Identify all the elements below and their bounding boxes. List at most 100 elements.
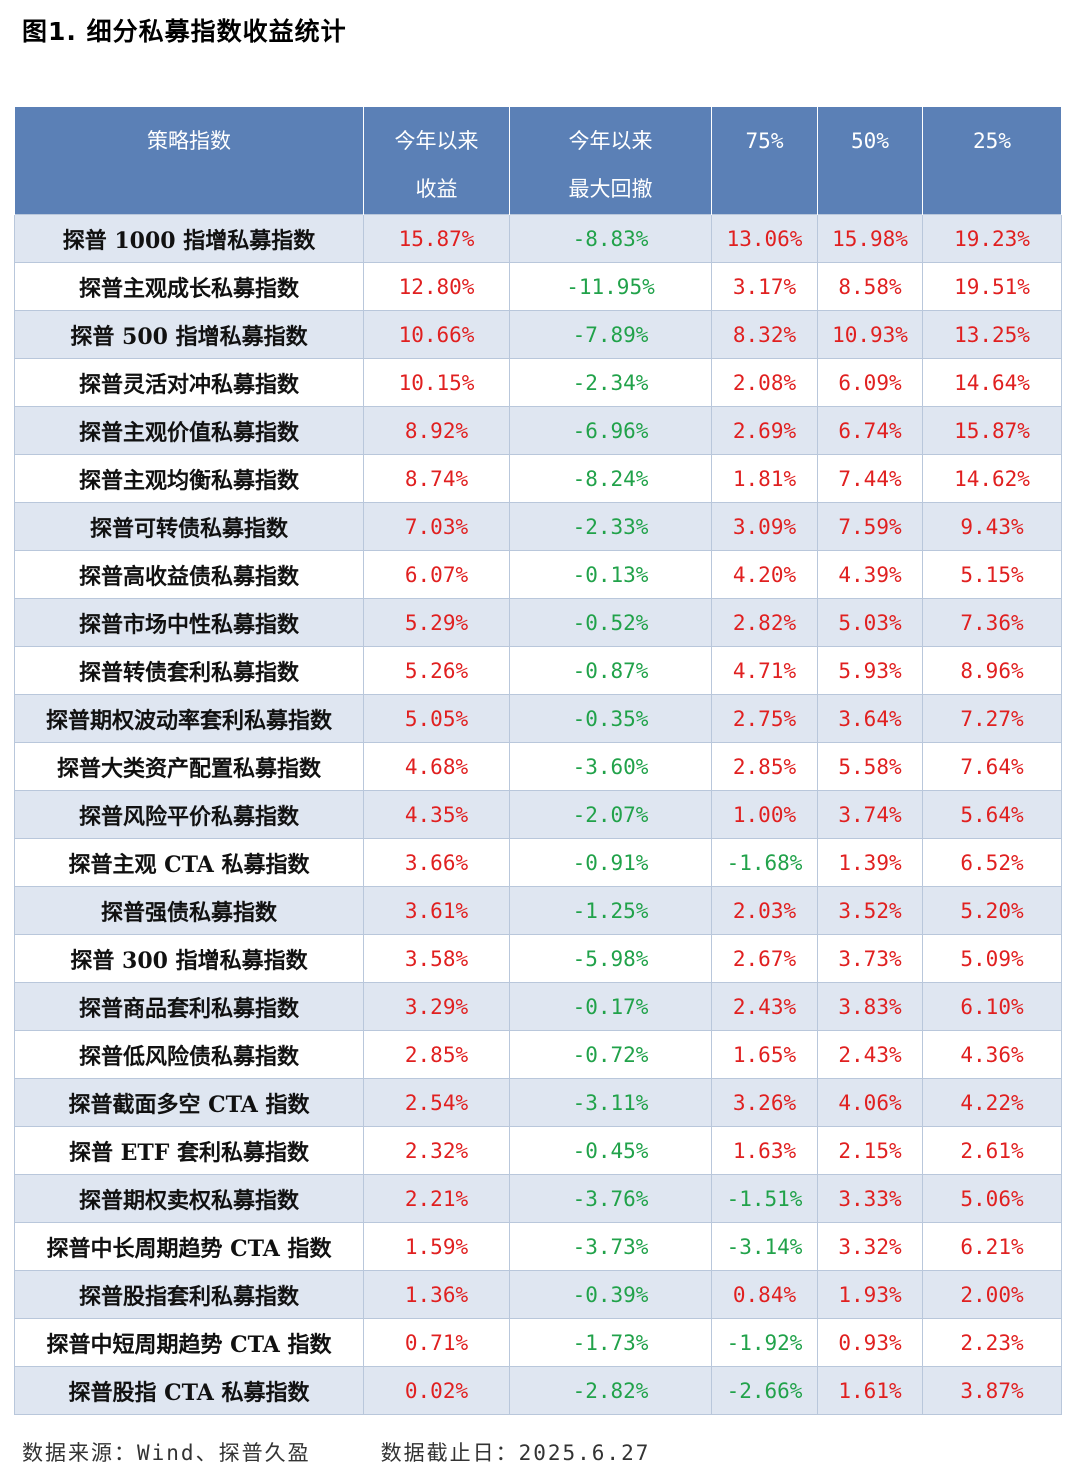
p75-cell: -1.51% — [711, 1174, 818, 1223]
p50-cell: 3.52% — [817, 886, 923, 935]
ytd-cell: 6.07% — [363, 550, 510, 599]
p50-cell: 8.58% — [817, 262, 923, 311]
table-row: 探普市场中性私募指数 5.29% -0.52% 2.82% 5.03% 7.36% — [14, 598, 1062, 647]
p50-cell: 7.59% — [817, 502, 923, 551]
p50-cell: 1.39% — [817, 838, 923, 887]
p75-cell: 13.06% — [711, 214, 818, 263]
ytd-cell: 2.85% — [363, 1030, 510, 1079]
strategy-name-cell: 探普转债套利私募指数 — [14, 646, 364, 695]
strategy-name-cell: 探普期权卖权私募指数 — [14, 1174, 364, 1223]
strategy-name-cell: 探普股指套利私募指数 — [14, 1270, 364, 1319]
p50-cell: 3.73% — [817, 934, 923, 983]
p75-cell: -1.92% — [711, 1318, 818, 1367]
strategy-name-cell: 探普中长周期趋势 CTA 指数 — [14, 1222, 364, 1271]
p25-cell: 5.09% — [922, 934, 1062, 983]
p75-cell: 3.09% — [711, 502, 818, 551]
p75-cell: 2.75% — [711, 694, 818, 743]
p25-cell: 2.23% — [922, 1318, 1062, 1367]
ytd-cell: 0.02% — [363, 1366, 510, 1415]
p50-cell: 4.39% — [817, 550, 923, 599]
table-row: 探普转债套利私募指数 5.26% -0.87% 4.71% 5.93% 8.96% — [14, 646, 1062, 695]
p50-cell: 3.33% — [817, 1174, 923, 1223]
p75-cell: 4.71% — [711, 646, 818, 695]
p25-cell: 14.62% — [922, 454, 1062, 503]
ytd-cell: 1.59% — [363, 1222, 510, 1271]
p25-cell: 5.64% — [922, 790, 1062, 839]
ytd-cell: 10.15% — [363, 358, 510, 407]
mdd-cell: -7.89% — [509, 310, 712, 359]
p75-cell: -2.66% — [711, 1366, 818, 1415]
header-p25: 25% — [922, 107, 1062, 215]
p25-cell: 4.22% — [922, 1078, 1062, 1127]
table-row: 探普强债私募指数 3.61% -1.25% 2.03% 3.52% 5.20% — [14, 886, 1062, 935]
table-row: 探普股指套利私募指数 1.36% -0.39% 0.84% 1.93% 2.00% — [14, 1270, 1062, 1319]
p50-cell: 6.09% — [817, 358, 923, 407]
ytd-cell: 3.29% — [363, 982, 510, 1031]
p50-cell: 5.03% — [817, 598, 923, 647]
p50-cell: 7.44% — [817, 454, 923, 503]
p75-cell: 1.63% — [711, 1126, 818, 1175]
table-row: 探普大类资产配置私募指数 4.68% -3.60% 2.85% 5.58% 7.64% — [14, 742, 1062, 791]
header-strategy-index: 策略指数 — [14, 107, 364, 215]
table-row: 探普主观 CTA 私募指数 3.66% -0.91% -1.68% 1.39% 6.52% — [14, 838, 1062, 887]
mdd-cell: -0.91% — [509, 838, 712, 887]
mdd-cell: -2.82% — [509, 1366, 712, 1415]
p75-cell: 2.69% — [711, 406, 818, 455]
ytd-cell: 3.58% — [363, 934, 510, 983]
p75-cell: 1.00% — [711, 790, 818, 839]
ytd-cell: 2.32% — [363, 1126, 510, 1175]
strategy-name-cell: 探普可转债私募指数 — [14, 502, 364, 551]
ytd-cell: 5.29% — [363, 598, 510, 647]
footer: 数据来源：Wind、探普久盈 数据截止日：2025.6.27 — [22, 1437, 650, 1467]
ytd-cell: 15.87% — [363, 214, 510, 263]
table-row: 探普高收益债私募指数 6.07% -0.13% 4.20% 4.39% 5.15% — [14, 550, 1062, 599]
p50-cell: 3.74% — [817, 790, 923, 839]
p25-cell: 14.64% — [922, 358, 1062, 407]
table-header-row: 策略指数 今年以来 收益 今年以来 最大回撤 75% 50% 25% — [14, 107, 1062, 215]
p25-cell: 13.25% — [922, 310, 1062, 359]
mdd-cell: -0.13% — [509, 550, 712, 599]
header-ytd-return: 今年以来 收益 — [363, 107, 510, 215]
p50-cell: 3.32% — [817, 1222, 923, 1271]
table-row: 探普中长周期趋势 CTA 指数 1.59% -3.73% -3.14% 3.32% 6.2… — [14, 1222, 1062, 1271]
table-row: 探普期权卖权私募指数 2.21% -3.76% -1.51% 3.33% 5.06% — [14, 1174, 1062, 1223]
mdd-cell: -0.45% — [509, 1126, 712, 1175]
ytd-cell: 8.74% — [363, 454, 510, 503]
mdd-cell: -0.17% — [509, 982, 712, 1031]
p25-cell: 19.51% — [922, 262, 1062, 311]
p75-cell: 2.43% — [711, 982, 818, 1031]
p75-cell: 1.81% — [711, 454, 818, 503]
mdd-cell: -0.39% — [509, 1270, 712, 1319]
p25-cell: 3.87% — [922, 1366, 1062, 1415]
strategy-name-cell: 探普 500 指增私募指数 — [14, 310, 364, 359]
mdd-cell: -0.52% — [509, 598, 712, 647]
p75-cell: -1.68% — [711, 838, 818, 887]
p50-cell: 6.74% — [817, 406, 923, 455]
p75-cell: 2.08% — [711, 358, 818, 407]
ytd-cell: 4.35% — [363, 790, 510, 839]
mdd-cell: -2.33% — [509, 502, 712, 551]
p25-cell: 6.10% — [922, 982, 1062, 1031]
p50-cell: 2.43% — [817, 1030, 923, 1079]
p50-cell: 4.06% — [817, 1078, 923, 1127]
p50-cell: 5.93% — [817, 646, 923, 695]
p25-cell: 6.21% — [922, 1222, 1062, 1271]
p25-cell: 5.06% — [922, 1174, 1062, 1223]
strategy-name-cell: 探普主观均衡私募指数 — [14, 454, 364, 503]
ytd-cell: 0.71% — [363, 1318, 510, 1367]
p25-cell: 2.61% — [922, 1126, 1062, 1175]
table-row: 探普低风险债私募指数 2.85% -0.72% 1.65% 2.43% 4.36% — [14, 1030, 1062, 1079]
p50-cell: 1.93% — [817, 1270, 923, 1319]
mdd-cell: -11.95% — [509, 262, 712, 311]
ytd-cell: 1.36% — [363, 1270, 510, 1319]
strategy-name-cell: 探普低风险债私募指数 — [14, 1030, 364, 1079]
header-ytd-max-drawdown: 今年以来 最大回撤 — [509, 107, 712, 215]
table-row: 探普灵活对冲私募指数 10.15% -2.34% 2.08% 6.09% 14.64% — [14, 358, 1062, 407]
ytd-cell: 2.21% — [363, 1174, 510, 1223]
mdd-cell: -8.83% — [509, 214, 712, 263]
header-p75: 75% — [711, 107, 818, 215]
ytd-cell: 3.61% — [363, 886, 510, 935]
p75-cell: 2.67% — [711, 934, 818, 983]
p25-cell: 6.52% — [922, 838, 1062, 887]
mdd-cell: -3.76% — [509, 1174, 712, 1223]
